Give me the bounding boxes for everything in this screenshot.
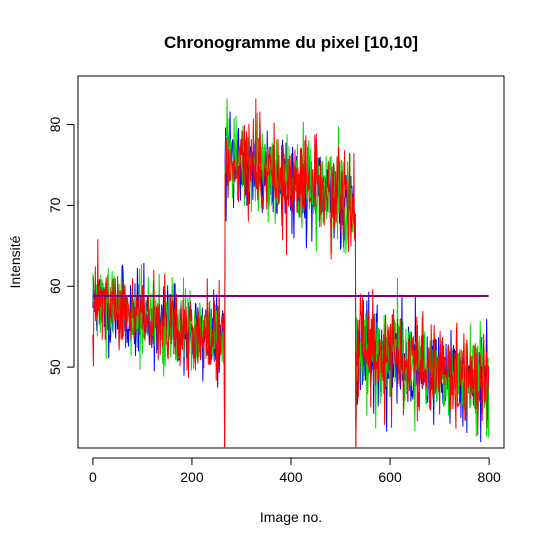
y-tick-label: 80 xyxy=(47,117,63,133)
chart-title: Chronogramme du pixel [10,10] xyxy=(164,33,418,52)
x-tick-label: 800 xyxy=(477,469,501,485)
x-tick-label: 200 xyxy=(180,469,204,485)
y-axis: 50 60 70 80 xyxy=(47,117,75,375)
y-tick-label: 60 xyxy=(47,278,63,294)
plot-frame xyxy=(77,75,505,449)
x-tick-label: 400 xyxy=(279,469,303,485)
x-tick-label: 600 xyxy=(378,469,402,485)
x-tick-label: 0 xyxy=(89,469,97,485)
y-axis-label: Intensité xyxy=(7,235,23,288)
data-layer xyxy=(92,98,490,449)
y-tick-label: 50 xyxy=(47,359,63,375)
y-tick-label: 70 xyxy=(47,197,63,213)
series-line xyxy=(92,98,490,449)
x-axis: 0 200 400 600 800 xyxy=(89,457,501,485)
x-axis-label: Image no. xyxy=(260,509,322,525)
